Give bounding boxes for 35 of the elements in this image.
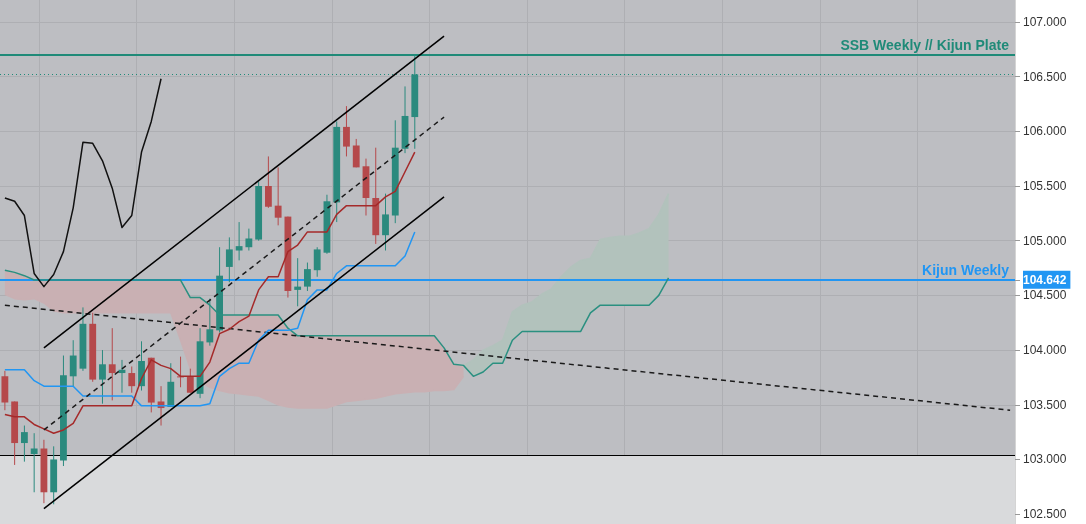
y-tick-label: 103.000 (1023, 452, 1067, 467)
y-tick-label: 104.642 (1023, 272, 1067, 287)
y-tick-label: 104.500 (1023, 288, 1067, 303)
candlestick (245, 228, 253, 252)
ref-line-label: Kijun Weekly (922, 262, 1010, 279)
candlestick (108, 327, 116, 401)
y-tick-label: 106.500 (1023, 69, 1067, 84)
candlestick (235, 221, 243, 261)
y-tick-label: 107.000 (1023, 14, 1067, 29)
candlestick (264, 155, 272, 209)
candlestick (294, 257, 302, 307)
candlestick (206, 298, 214, 347)
candlestick (69, 339, 77, 387)
candlestick (30, 432, 38, 493)
y-tick-label: 105.500 (1023, 178, 1067, 193)
candlestick (352, 138, 360, 168)
line-series (4, 151, 416, 434)
ref-line-label: SSB Weekly // Kijun Plate (840, 36, 1010, 53)
candlestick (382, 193, 389, 252)
candlestick (186, 368, 194, 394)
y-tick-label: 104.000 (1023, 343, 1067, 358)
y-tick-label: 105.000 (1023, 233, 1067, 248)
candlestick (225, 236, 233, 283)
candlestick (20, 425, 28, 463)
candlestick (343, 105, 350, 157)
y-tick-label: 102.500 (1023, 507, 1067, 522)
y-tick-label: 103.500 (1023, 397, 1067, 412)
y-tick-label: 106.000 (1023, 124, 1067, 139)
candlestick (274, 166, 282, 226)
line-series (4, 78, 162, 288)
candlestick (99, 349, 106, 405)
candlestick (313, 246, 321, 278)
candlestick (128, 365, 136, 394)
line-series (4, 269, 670, 378)
candlestick (304, 262, 311, 292)
